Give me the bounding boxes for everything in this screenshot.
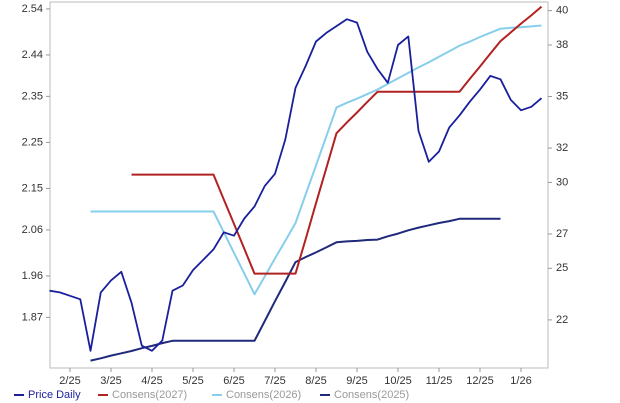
y-tick-label: 2.15 (22, 182, 43, 194)
y-tick-label: 2.35 (22, 90, 43, 102)
y2-tick-label: 32 (556, 142, 568, 154)
y2-tick-label: 40 (556, 4, 568, 16)
y-tick-label: 1.87 (22, 311, 43, 323)
x-tick-label: 3/25 (100, 375, 121, 387)
x-tick-label: 2/25 (59, 375, 80, 387)
y-tick-label: 2.25 (22, 136, 43, 148)
x-tick-label: 6/25 (223, 375, 244, 387)
x-tick-label: 5/25 (182, 375, 203, 387)
y2-tick-label: 25 (556, 262, 568, 274)
legend-label: Consens(2027) (112, 389, 187, 401)
x-tick-label: 10/25 (384, 375, 412, 387)
x-tick-label: 1/26 (510, 375, 531, 387)
x-tick-label: 4/25 (141, 375, 162, 387)
series-line (131, 5, 543, 275)
x-tick-label: 12/25 (466, 375, 494, 387)
legend-label: Price Daily (28, 389, 81, 401)
plot-frame (49, 1, 549, 369)
x-tick-label: 7/25 (264, 375, 285, 387)
legend-label: Consens(2025) (334, 389, 409, 401)
x-tick-label: 11/25 (426, 375, 453, 387)
y-tick-label: 2.06 (22, 224, 43, 236)
series-line (90, 24, 542, 296)
y2-tick-label: 27 (556, 228, 568, 240)
y-tick-label: 2.54 (22, 3, 43, 15)
y2-tick-label: 22 (556, 314, 568, 326)
y2-tick-label: 30 (556, 176, 568, 188)
series-line (90, 217, 501, 362)
y-tick-label: 2.44 (22, 49, 43, 61)
y2-tick-label: 35 (556, 90, 568, 102)
legend-label: Consens(2026) (226, 389, 301, 401)
y2-tick-label: 38 (556, 39, 568, 51)
x-tick-label: 9/25 (346, 375, 367, 387)
x-tick-label: 8/25 (305, 375, 326, 387)
series-line (49, 18, 543, 352)
y-tick-label: 1.96 (22, 270, 43, 282)
